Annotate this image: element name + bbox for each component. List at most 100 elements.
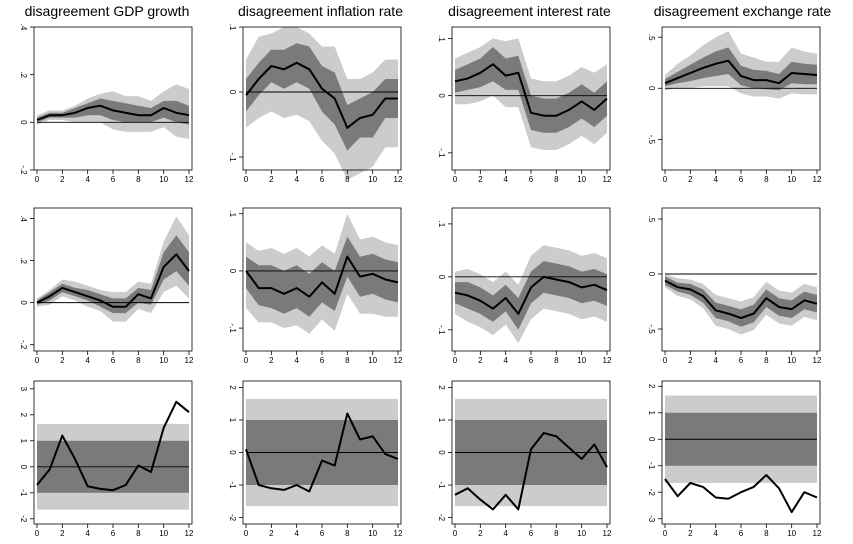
x-tick-label: 6 — [320, 175, 325, 184]
x-tick-label: 4 — [713, 356, 718, 365]
x-tick-label: 10 — [159, 356, 168, 365]
y-tick-label: -2 — [647, 489, 656, 497]
y-tick-label: -.1 — [437, 325, 446, 335]
x-tick-label: 10 — [787, 175, 796, 184]
x-tick-label: 8 — [764, 356, 769, 365]
x-tick-label: 4 — [503, 529, 508, 538]
x-tick-label: 8 — [764, 175, 769, 184]
confidence-band-outer — [665, 274, 817, 335]
x-tick-label: 8 — [136, 529, 141, 538]
x-tick-label: 10 — [159, 529, 168, 538]
panel-r0-c0: 0 2 4 6 8 10 12 -.2 0 .2 .4 — [19, 24, 194, 184]
x-tick-label: 4 — [294, 356, 299, 365]
x-tick-label: 8 — [136, 175, 141, 184]
x-tick-label: 10 — [159, 175, 168, 184]
x-tick-label: 8 — [554, 356, 559, 365]
confidence-band-inner — [665, 47, 817, 91]
response-line — [245, 255, 399, 298]
y-tick-label: 1 — [647, 411, 656, 416]
x-tick-label: 8 — [345, 175, 350, 184]
x-tick-label: 4 — [85, 529, 90, 538]
x-tick-label: 12 — [603, 175, 612, 184]
y-tick-label: 0 — [437, 450, 446, 455]
y-tick-label: -.5 — [647, 135, 656, 145]
confidence-band-inner — [455, 261, 607, 330]
x-tick-label: 0 — [244, 529, 249, 538]
y-tick-label: -.2 — [19, 165, 28, 175]
panel-r0-c1: 0 2 4 6 8 10 12 -.1 0 .1 — [228, 24, 403, 184]
y-tick-label: .1 — [437, 35, 446, 42]
x-tick-label: 4 — [713, 529, 718, 538]
x-tick-label: 8 — [345, 529, 350, 538]
y-tick-label: -2 — [437, 514, 446, 522]
x-tick-label: 4 — [294, 175, 299, 184]
x-tick-label: 2 — [269, 175, 274, 184]
response-line — [454, 275, 608, 315]
confidence-band-inner — [246, 236, 398, 317]
x-tick-label: 12 — [394, 175, 403, 184]
y-tick-label: 0 — [228, 90, 237, 95]
response-line — [664, 279, 818, 319]
confidence-band-inner — [37, 98, 189, 125]
y-tick-label: .1 — [228, 24, 237, 31]
y-tick-label: 2 — [437, 385, 446, 390]
y-tick-label: -1 — [228, 481, 237, 489]
y-tick-label: .2 — [19, 71, 28, 78]
y-tick-label: 0 — [19, 300, 28, 305]
x-tick-label: 6 — [111, 356, 116, 365]
y-tick-label: 0 — [437, 93, 446, 98]
x-tick-label: 6 — [529, 529, 534, 538]
x-tick-label: 6 — [739, 529, 744, 538]
y-tick-label: 0 — [19, 120, 28, 125]
x-tick-label: 10 — [368, 356, 377, 365]
y-tick-label: -2 — [228, 514, 237, 522]
x-tick-label: 12 — [603, 356, 612, 365]
x-tick-label: 6 — [529, 175, 534, 184]
y-tick-label: 1 — [228, 418, 237, 423]
response-line — [454, 63, 608, 117]
response-line — [245, 61, 398, 129]
x-tick-label: 6 — [739, 175, 744, 184]
x-tick-label: 0 — [244, 356, 249, 365]
x-tick-label: 2 — [478, 175, 483, 184]
x-tick-label: 10 — [577, 356, 586, 365]
x-tick-label: 12 — [185, 356, 194, 365]
y-tick-label: -.2 — [19, 340, 28, 350]
confidence-band-inner — [665, 276, 817, 327]
confidence-band-inner — [455, 47, 607, 133]
x-tick-label: 10 — [368, 175, 377, 184]
x-tick-label: 0 — [453, 175, 458, 184]
column-title-inflation-rate: disagreement inflation rate — [238, 3, 403, 19]
x-tick-label: 12 — [185, 529, 194, 538]
x-tick-label: 12 — [394, 356, 403, 365]
y-tick-label: -.1 — [437, 148, 446, 158]
y-tick-label: .5 — [647, 216, 656, 223]
x-tick-label: 2 — [478, 356, 483, 365]
response-line — [36, 104, 190, 121]
y-tick-label: 3 — [19, 387, 28, 392]
y-tick-label: .1 — [228, 210, 237, 217]
x-tick-label: 6 — [529, 356, 534, 365]
panel-r0-c3: 0 2 4 6 8 10 12 -.5 0 .5 — [647, 26, 822, 184]
x-tick-label: 10 — [787, 529, 796, 538]
y-tick-label: 0 — [228, 269, 237, 274]
y-tick-label: 2 — [228, 385, 237, 390]
panel-r1-c3: 0 2 4 6 8 10 12 -.5 0 .5 — [647, 207, 822, 365]
x-tick-label: 4 — [85, 175, 90, 184]
x-tick-label: 0 — [244, 175, 249, 184]
x-tick-label: 2 — [60, 175, 65, 184]
x-tick-label: 6 — [111, 529, 116, 538]
x-tick-label: 12 — [813, 356, 822, 365]
y-tick-label: -1 — [437, 481, 446, 489]
x-tick-label: 0 — [453, 356, 458, 365]
panel-r0-c2: 0 2 4 6 8 10 12 -.1 0 .1 — [437, 26, 612, 184]
x-tick-label: 4 — [85, 356, 90, 365]
y-tick-label: -3 — [647, 515, 656, 523]
x-tick-label: 2 — [269, 529, 274, 538]
x-tick-label: 6 — [739, 356, 744, 365]
x-tick-label: 0 — [35, 356, 40, 365]
